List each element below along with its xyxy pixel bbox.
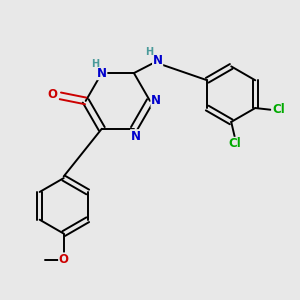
Text: N: N [153,54,163,67]
Text: N: N [130,130,141,143]
Text: H: H [92,58,100,69]
Text: Cl: Cl [228,137,241,150]
Text: N: N [151,94,161,107]
Text: H: H [145,47,153,57]
Text: O: O [48,88,58,101]
Text: N: N [97,67,107,80]
Text: Cl: Cl [272,103,285,116]
Text: O: O [59,253,69,266]
